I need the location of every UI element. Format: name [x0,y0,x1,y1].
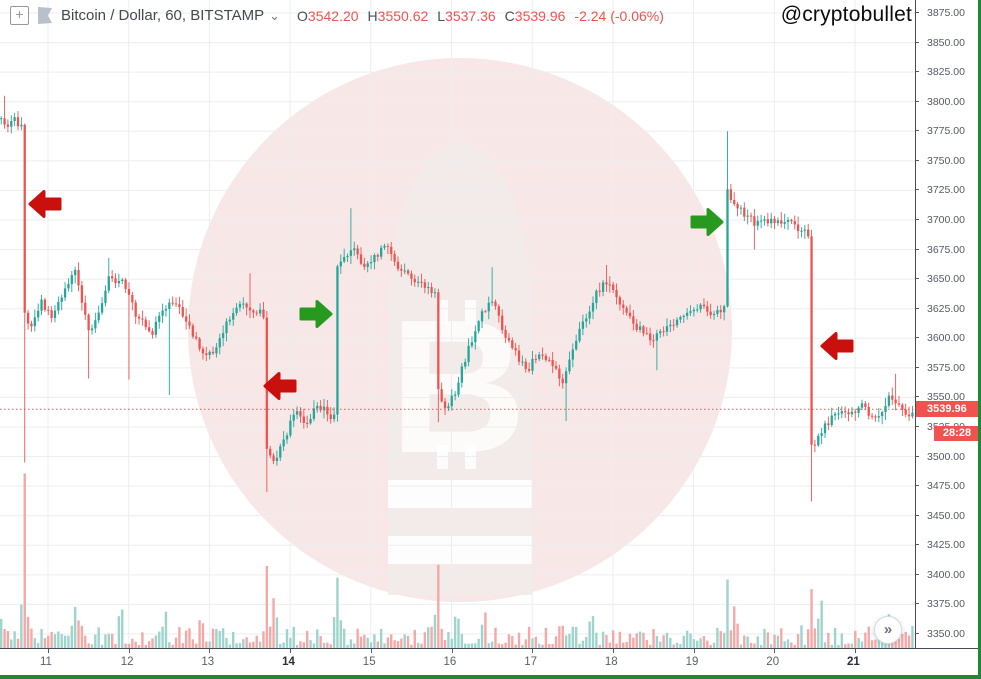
time-tick-mark [48,649,49,653]
candle-series [0,95,914,502]
grid-lines [0,0,915,648]
high-value: 3550.62 [377,7,429,24]
arrow-right-icon [299,300,333,328]
add-symbol-icon[interactable]: + [10,6,29,25]
time-axis-label: 20 [766,656,780,668]
arrow-left-icon [820,332,854,360]
time-tick-mark [128,649,130,653]
scroll-to-realtime-button[interactable]: » [874,616,902,644]
time-tick-mark [693,649,695,653]
volume-series [0,473,914,648]
time-axis-label: 21 [847,656,860,668]
change-value: -2.24 (-0.06%) [574,7,664,24]
low-value: 3537.36 [445,7,496,24]
time-axis-label: 12 [120,656,134,668]
open-label: O [297,7,308,24]
chart-legend: + Bitcoin / Dollar, 60, BITSTAMP ⌄ O3542… [10,6,664,25]
chevron-down-icon[interactable]: ⌄ [269,7,281,23]
time-axis-label: 11 [40,656,52,668]
time-tick-mark [451,649,453,653]
time-axis-label: 17 [524,656,537,668]
price-axis-border [915,0,916,649]
price-axis[interactable]: 3875.00 3850.00 3825.00 3800.00 3775.00 3750.… [915,0,981,648]
arrow-left-icon [28,190,62,218]
symbol-flag-icon[interactable] [38,7,52,24]
current-price-label: 3539.96 [916,401,981,418]
watermark-handle: @cryptobullet [780,3,912,26]
arrow-right-icon [690,208,724,236]
time-axis-label: 13 [201,656,215,668]
high-label: H [367,7,378,24]
open-value: 3542.20 [307,7,359,24]
close-value: 3539.96 [514,7,566,24]
green-border-right [978,0,981,679]
time-axis-label: 15 [362,656,376,668]
green-border-bottom [0,675,981,679]
time-tick-mark [532,649,534,653]
time-axis[interactable]: 11 12 13 14 15 16 17 18 19 20 21 [0,649,981,676]
arrow-left-icon [263,372,297,400]
bullet-watermark: B [188,58,732,602]
time-axis-label: 18 [604,656,618,668]
time-axis-label: 19 [685,656,699,668]
time-axis-label: 14 [282,656,295,668]
close-label: C [504,7,515,24]
time-tick-mark [209,649,211,653]
time-tick-mark [855,649,856,653]
annotation-arrows [28,190,854,400]
time-tick-mark [290,649,292,653]
low-label: L [437,7,446,24]
ohlc-readout: O3542.20 H3550.62 L3537.36 C3539.96 -2.2… [297,8,664,24]
time-tick-mark [370,649,372,653]
time-tick-mark [774,649,776,653]
candlestick-chart-canvas[interactable]: B [0,0,915,648]
time-tick-mark [612,649,614,653]
time-axis-border [0,648,981,649]
time-axis-label: 16 [443,656,457,668]
bar-countdown-label: 28:28 [934,426,980,442]
symbol-title[interactable]: Bitcoin / Dollar, 60, BITSTAMP [61,7,265,24]
